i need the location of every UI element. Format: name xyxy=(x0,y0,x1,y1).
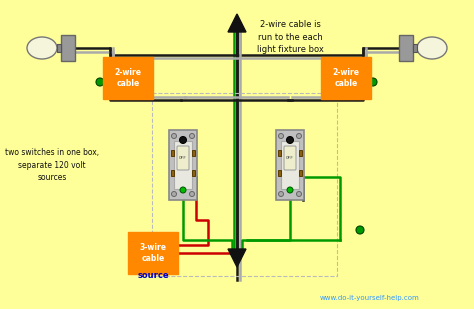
FancyBboxPatch shape xyxy=(192,170,195,176)
FancyBboxPatch shape xyxy=(299,170,302,176)
Polygon shape xyxy=(228,14,246,32)
FancyBboxPatch shape xyxy=(171,150,174,156)
Text: 2-wire
cable: 2-wire cable xyxy=(332,68,359,88)
Circle shape xyxy=(356,226,364,234)
Circle shape xyxy=(96,78,104,86)
Ellipse shape xyxy=(27,37,57,59)
FancyBboxPatch shape xyxy=(284,146,296,170)
Text: source: source xyxy=(137,270,169,280)
FancyBboxPatch shape xyxy=(169,130,197,200)
Circle shape xyxy=(172,192,176,197)
FancyBboxPatch shape xyxy=(278,170,281,176)
Circle shape xyxy=(180,137,186,143)
Text: OFF: OFF xyxy=(179,156,187,160)
Ellipse shape xyxy=(417,37,447,59)
Text: OFF: OFF xyxy=(286,156,294,160)
Circle shape xyxy=(190,192,194,197)
FancyBboxPatch shape xyxy=(192,150,195,156)
FancyBboxPatch shape xyxy=(399,35,413,61)
Circle shape xyxy=(279,192,283,197)
FancyBboxPatch shape xyxy=(413,44,417,52)
Text: 3-wire
cable: 3-wire cable xyxy=(139,243,166,263)
FancyBboxPatch shape xyxy=(61,35,75,61)
FancyBboxPatch shape xyxy=(57,44,61,52)
FancyBboxPatch shape xyxy=(276,130,304,200)
Circle shape xyxy=(180,187,186,193)
FancyBboxPatch shape xyxy=(281,141,299,189)
Text: www.do-it-yourself-help.com: www.do-it-yourself-help.com xyxy=(320,295,420,301)
Circle shape xyxy=(297,192,301,197)
Circle shape xyxy=(190,133,194,138)
Text: 2-wire
cable: 2-wire cable xyxy=(115,68,142,88)
Text: 2-wire cable is
run to the each
light fixture box: 2-wire cable is run to the each light fi… xyxy=(256,20,323,54)
FancyBboxPatch shape xyxy=(177,146,189,170)
FancyBboxPatch shape xyxy=(171,170,174,176)
Circle shape xyxy=(297,133,301,138)
FancyBboxPatch shape xyxy=(278,150,281,156)
Text: two switches in one box,
separate 120 volt
sources: two switches in one box, separate 120 vo… xyxy=(5,148,99,182)
Circle shape xyxy=(369,78,377,86)
Polygon shape xyxy=(228,249,246,267)
Circle shape xyxy=(286,137,293,143)
FancyBboxPatch shape xyxy=(299,150,302,156)
FancyBboxPatch shape xyxy=(174,141,192,189)
Circle shape xyxy=(279,133,283,138)
Circle shape xyxy=(287,187,293,193)
Circle shape xyxy=(172,133,176,138)
